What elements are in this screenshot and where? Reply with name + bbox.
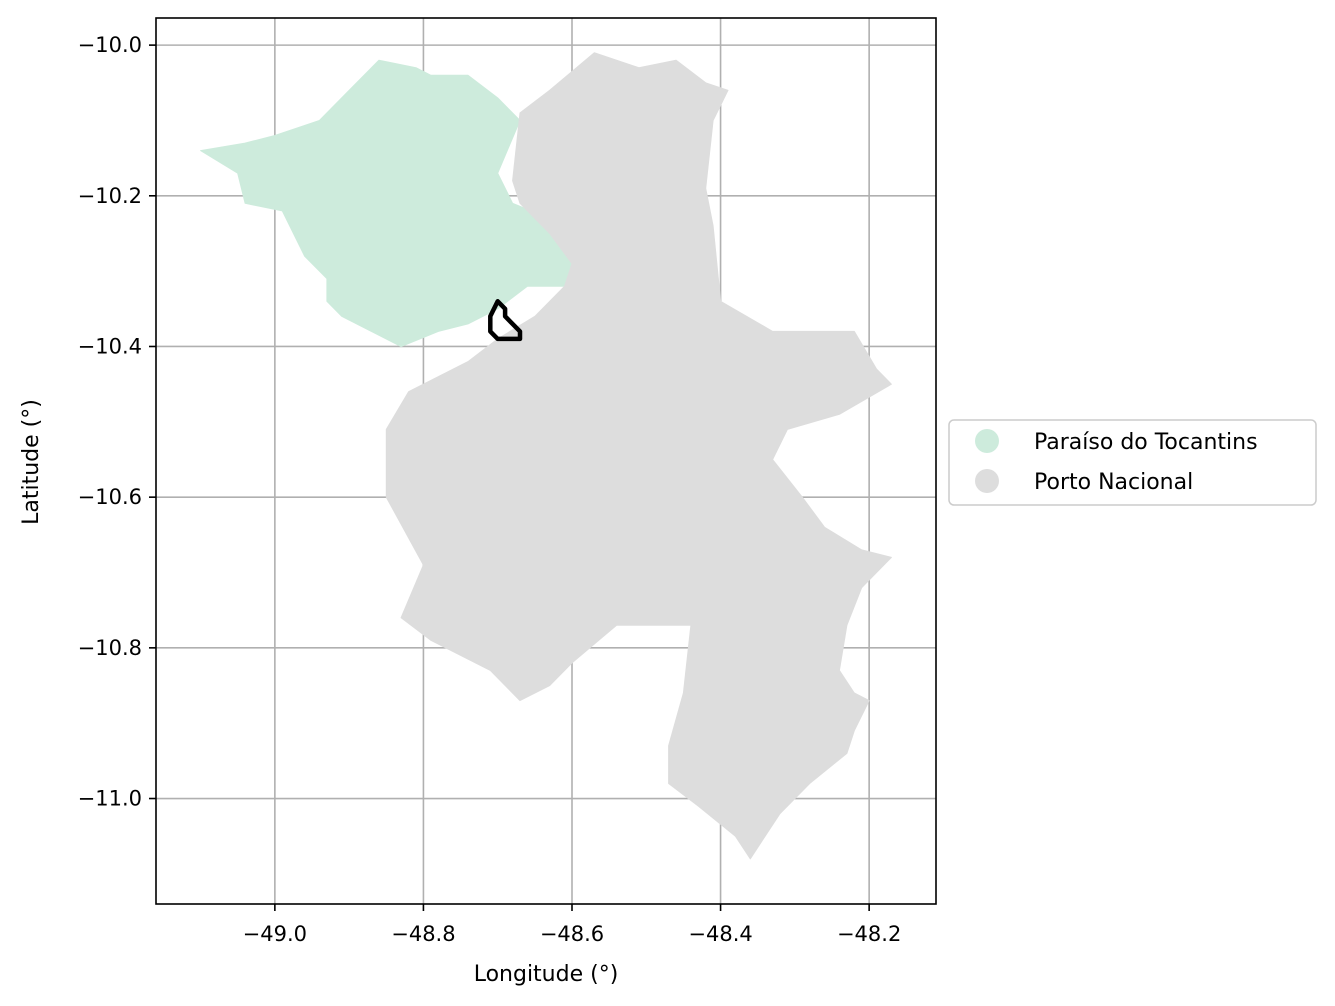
x-tick-label: −48.6 (540, 922, 604, 946)
y-axis-label: Latitude (°) (19, 399, 44, 525)
legend-marker (975, 469, 999, 493)
region-paraiso-do-tocantins (200, 59, 573, 347)
plot-frame (155, 17, 937, 905)
y-tick-label: −10.4 (78, 334, 142, 358)
x-tick-label: −48.4 (688, 922, 752, 946)
legend-label: Porto Nacional (1034, 470, 1193, 495)
y-tick-label: −10.6 (78, 485, 142, 509)
highlight-outline (488, 299, 523, 342)
y-tick-label: −10.8 (78, 636, 142, 660)
region-porto-nacional (385, 52, 892, 860)
highlighted-area-outline (488, 299, 523, 342)
legend-marker (975, 429, 999, 453)
y-tick-label: −10.0 (78, 33, 142, 57)
y-tick-label: −10.2 (78, 184, 142, 208)
x-axis-label: Longitude (°) (474, 962, 619, 987)
x-tick-label: −48.2 (837, 922, 901, 946)
legend-frame (948, 419, 1317, 506)
y-tick-label: −11.0 (78, 787, 142, 811)
x-tick-label: −49.0 (243, 922, 307, 946)
region-polygons (200, 52, 892, 860)
x-tick-label: −48.8 (391, 922, 455, 946)
legend: Paraíso do Tocantins Porto Nacional (948, 419, 1317, 506)
legend-label: Paraíso do Tocantins (1034, 430, 1258, 455)
axis-ticks: −49.0 −48.8 −48.6 −48.4 −48.2 −10.0 −10.2 −10.4… (78, 33, 902, 946)
